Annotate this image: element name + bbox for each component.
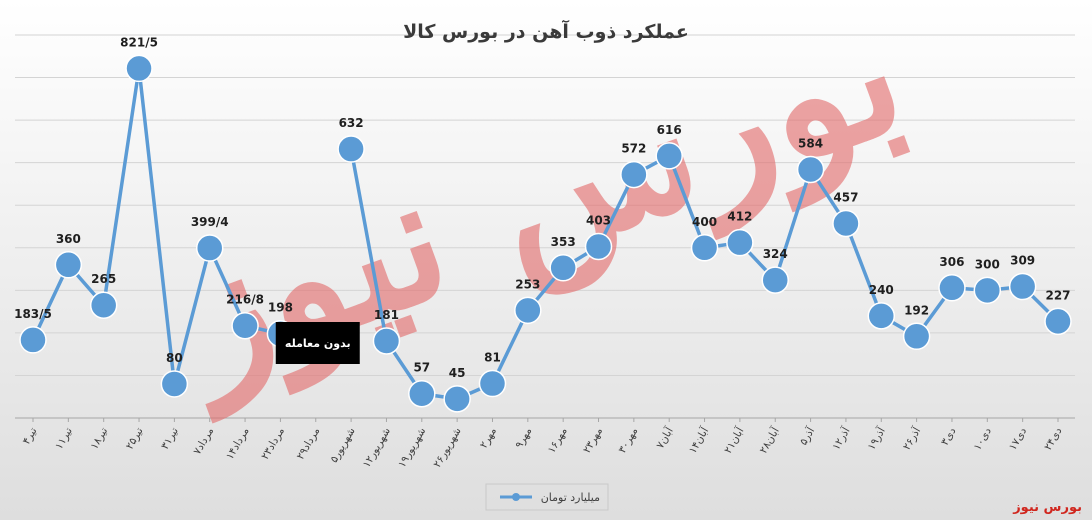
data-label: 412 <box>727 210 752 224</box>
data-point <box>1044 307 1072 336</box>
data-label: 57 <box>413 361 430 375</box>
data-point <box>514 296 542 325</box>
data-label: 403 <box>586 214 611 228</box>
data-label: 81 <box>484 351 501 365</box>
data-point <box>832 209 860 238</box>
legend-label: میلیارد تومان <box>541 491 600 504</box>
data-point <box>620 160 648 189</box>
chart-title: عملکرد ذوب آهن در بورس کالا <box>403 19 689 43</box>
data-point <box>796 155 825 184</box>
data-label: 240 <box>869 283 894 297</box>
data-point <box>408 379 436 408</box>
data-label: 821/5 <box>120 35 158 49</box>
gridlines <box>15 34 1075 419</box>
data-label: 309 <box>1010 254 1035 268</box>
data-points <box>19 54 1072 413</box>
data-label: 360 <box>56 232 81 246</box>
data-label: 192 <box>904 303 929 317</box>
legend: میلیارد تومان <box>485 483 609 511</box>
data-point <box>54 251 83 279</box>
annotation-text: بدون معامله <box>285 337 351 350</box>
data-point <box>89 291 118 319</box>
data-label: 45 <box>449 366 466 380</box>
data-point <box>690 234 719 262</box>
annotations: بدون معامله <box>275 322 360 364</box>
data-label: 399/4 <box>191 215 229 229</box>
data-label: 216/8 <box>226 293 264 307</box>
data-label: 306 <box>939 255 964 269</box>
data-point <box>231 311 259 340</box>
data-label: 80 <box>166 351 183 365</box>
data-point <box>584 232 613 261</box>
data-point <box>761 266 789 294</box>
data-label: 265 <box>91 272 116 286</box>
data-point <box>549 254 577 282</box>
data-label: 300 <box>975 257 1000 271</box>
data-label: 616 <box>657 123 682 137</box>
data-point <box>372 327 401 355</box>
data-point <box>337 135 365 163</box>
data-point <box>478 369 507 398</box>
data-label: 198 <box>268 301 293 315</box>
annotation-box <box>275 322 360 364</box>
data-point <box>867 302 896 330</box>
data-label: 400 <box>692 215 717 229</box>
data-point <box>726 228 754 257</box>
data-label: 227 <box>1045 288 1070 302</box>
data-point <box>973 276 1002 305</box>
data-label: 324 <box>763 247 788 261</box>
data-label: 183/5 <box>14 307 52 321</box>
data-point <box>19 326 47 354</box>
data-label: 457 <box>833 191 858 205</box>
annotation-no-trade: بدون معامله <box>275 322 360 364</box>
data-point <box>443 385 471 413</box>
source-credit: بورس نیوز <box>1012 500 1082 515</box>
legend-box <box>485 483 609 511</box>
data-point <box>195 234 224 262</box>
data-point <box>1008 272 1037 301</box>
data-point <box>655 142 683 170</box>
data-point <box>902 322 931 351</box>
data-label: 181 <box>374 308 399 322</box>
data-label: 584 <box>798 136 823 150</box>
data-label: 632 <box>339 116 364 130</box>
data-label: 253 <box>515 277 540 291</box>
data-label: 353 <box>551 235 576 249</box>
data-label: 572 <box>621 142 646 156</box>
data-point <box>160 370 189 398</box>
legend-marker <box>512 493 520 501</box>
data-point <box>125 54 153 83</box>
data-labels: 183/5 360 265 821/5 80 399/4 216/8 198 632 181 57 4… <box>14 35 1070 379</box>
data-point <box>938 274 966 302</box>
